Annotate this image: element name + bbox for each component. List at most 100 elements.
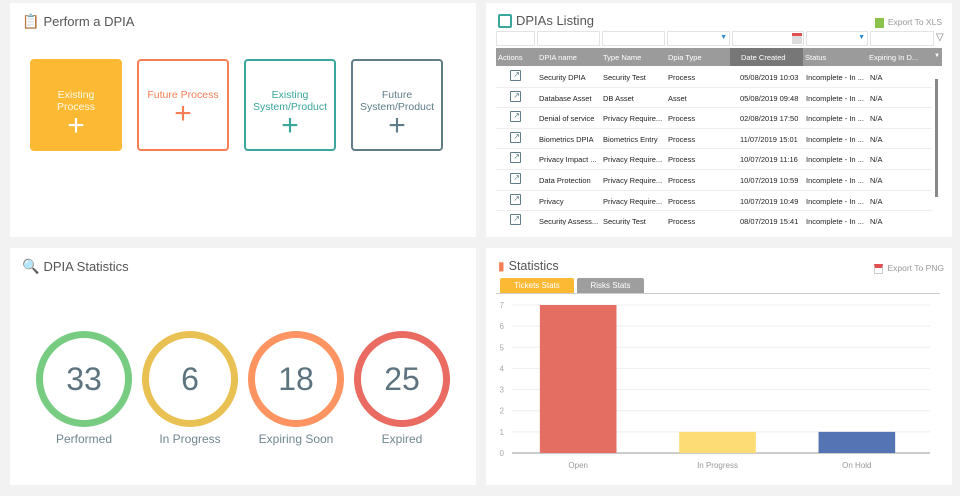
col-dpia-type[interactable]: Dpia Type xyxy=(668,53,702,62)
y-tick-label: 4 xyxy=(500,364,505,373)
x-tick-label: Open xyxy=(568,461,588,470)
bar-chart-icon: ▮ xyxy=(498,259,505,273)
table-row[interactable]: ↗ Database Asset DB Asset Asset 05/08/2019 0… xyxy=(496,88,932,109)
panel-title: DPIAs Listing xyxy=(498,13,594,28)
plus-icon: + xyxy=(174,97,192,130)
xls-file-icon xyxy=(874,17,884,28)
filter-status[interactable]: ▼ xyxy=(806,31,868,46)
table-row[interactable]: ↗ Biometrics DPIA Biometrics Entry Process 1… xyxy=(496,129,932,150)
cell: Process xyxy=(668,114,696,124)
filter-expiring[interactable] xyxy=(870,31,934,46)
bar-in-progress xyxy=(679,431,756,453)
panel-title: ▮ Statistics xyxy=(498,259,559,273)
tab-tickets-stats[interactable]: Tickets Stats xyxy=(500,278,574,293)
stat-label: In Progress xyxy=(159,432,221,446)
dropdown-arrow-icon: ▼ xyxy=(858,34,865,41)
y-tick-label: 2 xyxy=(500,407,505,416)
cell: Biometrics Entry xyxy=(603,134,658,144)
perform-dpia-panel: 📋 Perform a DPIA Existing Process + Future … xyxy=(10,3,476,237)
stat-label: Performed xyxy=(55,432,113,446)
cell: Process xyxy=(668,73,696,82)
table-row[interactable]: ↗ Privacy Impact ... Privacy Require... Pro… xyxy=(496,149,932,170)
cell: Privacy Impact ... xyxy=(539,155,597,165)
cell: N/A xyxy=(870,134,883,144)
table-row[interactable]: ↗ Privacy Privacy Require... Process 10/07/2… xyxy=(496,191,932,212)
cell: Data Protection xyxy=(539,176,591,185)
cell: 08/07/2019 15:41 xyxy=(740,217,799,225)
panel-title: 🔍 DPIA Statistics xyxy=(22,258,129,274)
cell: N/A xyxy=(870,73,883,82)
col-dpia-name[interactable]: DPIA name xyxy=(539,53,577,62)
dpias-listing-panel: DPIAs Listing Export To XLS ▼ ▼ ▽ Action… xyxy=(486,3,952,237)
cell: Incomplete - In ... xyxy=(806,217,864,225)
column-menu-icon[interactable]: ▼ xyxy=(934,53,940,59)
cell: Privacy Require... xyxy=(603,176,663,185)
scrollbar[interactable] xyxy=(934,71,940,221)
cell: Incomplete - In ... xyxy=(806,114,864,124)
filter-type-name[interactable] xyxy=(602,31,665,46)
col-status[interactable]: Status xyxy=(805,53,827,62)
filter-actions[interactable] xyxy=(496,31,535,46)
cell: Incomplete - In ... xyxy=(806,73,864,82)
table-row[interactable]: ↗ Data Protection Privacy Require... Proces… xyxy=(496,170,932,191)
col-date-created[interactable]: Date Created xyxy=(730,48,803,66)
col-type-name[interactable]: Type Name xyxy=(603,53,642,62)
png-file-icon xyxy=(874,263,884,274)
tile-label: Future Process xyxy=(147,89,219,101)
open-external-icon[interactable]: ↗ xyxy=(510,173,521,184)
open-external-icon[interactable]: ↗ xyxy=(510,70,521,81)
open-external-icon[interactable]: ↗ xyxy=(510,214,521,225)
col-actions[interactable]: Actions xyxy=(498,53,523,62)
y-tick-label: 7 xyxy=(500,301,505,310)
cell: Security Assess... xyxy=(539,217,599,225)
open-external-icon[interactable]: ↗ xyxy=(510,193,521,205)
tile-existing-process[interactable]: Existing Process + xyxy=(30,59,122,151)
cell: Process xyxy=(668,217,696,225)
tile-label: Existing System/Product xyxy=(252,89,328,113)
open-external-icon[interactable]: ↗ xyxy=(510,131,521,143)
cell: N/A xyxy=(870,114,883,124)
cell: Security Test xyxy=(603,217,646,225)
filter-date-created[interactable] xyxy=(732,31,804,46)
clipboard-check-icon: 📋 xyxy=(22,13,40,29)
tab-risks-stats[interactable]: Risks Stats xyxy=(577,278,644,293)
cell: Process xyxy=(668,155,696,165)
cell: 05/08/2019 10:03 xyxy=(740,73,799,82)
cell: Incomplete - In ... xyxy=(806,196,864,206)
cell: Database Asset xyxy=(539,93,592,103)
cell: Privacy Require... xyxy=(603,155,663,165)
y-tick-label: 0 xyxy=(500,449,505,458)
dropdown-arrow-icon: ▼ xyxy=(720,34,727,41)
filter-icon[interactable]: ▽ xyxy=(936,32,944,43)
export-xls-button[interactable]: Export To XLS xyxy=(874,17,942,28)
bar-open xyxy=(539,305,617,453)
cell: Security DPIA xyxy=(539,73,586,82)
tile-label: Existing Process xyxy=(57,89,95,113)
cell: N/A xyxy=(870,93,883,103)
cell: DB Asset xyxy=(603,93,634,103)
cell: Incomplete - In ... xyxy=(806,134,864,144)
x-tick-label: In Progress xyxy=(697,461,738,470)
statistics-panel: ▮ Statistics Export To PNG Tickets Stats … xyxy=(486,248,952,485)
table-row[interactable]: ↗ Denial of service Privacy Require... Proc… xyxy=(496,108,932,129)
open-external-icon[interactable]: ↗ xyxy=(510,111,521,123)
tile-future-process[interactable]: Future Process + xyxy=(137,59,229,151)
cell: 05/08/2019 09:48 xyxy=(740,93,799,103)
tile-future-system-product[interactable]: Future System/Product + xyxy=(351,59,443,151)
table-row[interactable]: ↗ Security DPIA Security Test Process 05/08/… xyxy=(496,67,932,88)
tile-existing-system-product[interactable]: Existing System/Product + xyxy=(244,59,336,151)
filter-dpia-name[interactable] xyxy=(537,31,600,46)
cell: N/A xyxy=(870,155,883,165)
col-expiring[interactable]: Expiring In D... xyxy=(869,53,919,62)
plus-icon: + xyxy=(388,109,406,142)
stat-label: Expired xyxy=(381,432,423,446)
magnifier-chart-icon: 🔍 xyxy=(22,258,40,274)
table-row[interactable]: ↗ Security Assess... Security Test Process 0… xyxy=(496,211,932,225)
open-external-icon[interactable]: ↗ xyxy=(510,152,521,164)
export-png-button[interactable]: Export To PNG xyxy=(874,263,944,274)
tile-label: Future System/Product xyxy=(359,89,435,113)
cell: 10/07/2019 10:59 xyxy=(740,176,799,185)
stat-value: 25 xyxy=(384,360,420,397)
open-external-icon[interactable]: ↗ xyxy=(510,90,521,102)
filter-dpia-type[interactable]: ▼ xyxy=(667,31,730,46)
